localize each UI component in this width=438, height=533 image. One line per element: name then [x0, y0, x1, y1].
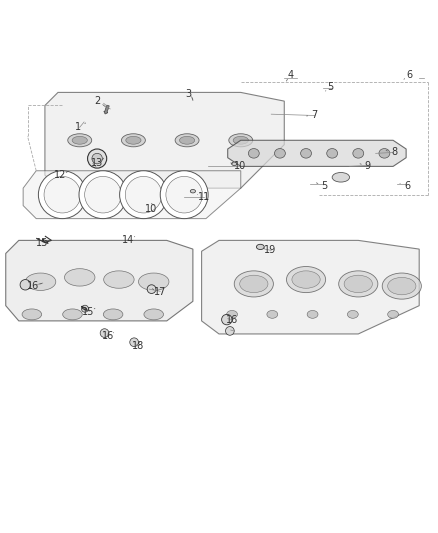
Ellipse shape [104, 271, 134, 288]
Ellipse shape [25, 273, 56, 290]
Circle shape [39, 171, 86, 219]
Ellipse shape [226, 310, 237, 318]
Ellipse shape [103, 309, 123, 320]
Ellipse shape [388, 277, 416, 295]
Ellipse shape [353, 149, 364, 158]
Text: 10: 10 [234, 161, 246, 171]
Circle shape [120, 171, 167, 219]
Text: 2: 2 [94, 96, 100, 106]
FancyArrow shape [104, 105, 109, 114]
Text: 15: 15 [82, 307, 95, 317]
Circle shape [125, 176, 162, 213]
Ellipse shape [327, 149, 338, 158]
Circle shape [85, 176, 121, 213]
Text: 6: 6 [406, 70, 413, 80]
Polygon shape [6, 240, 193, 321]
Ellipse shape [233, 136, 248, 144]
Circle shape [92, 154, 102, 164]
Text: 4: 4 [288, 70, 294, 80]
Ellipse shape [126, 136, 141, 144]
Ellipse shape [22, 309, 42, 320]
Circle shape [88, 149, 107, 168]
Text: 6: 6 [404, 181, 410, 191]
Text: 13: 13 [91, 158, 103, 168]
Circle shape [222, 314, 232, 325]
Ellipse shape [229, 134, 253, 147]
Text: 3: 3 [185, 88, 191, 99]
Polygon shape [45, 92, 284, 188]
Ellipse shape [63, 309, 82, 320]
Ellipse shape [256, 244, 264, 249]
Text: 5: 5 [321, 181, 328, 191]
Text: 15: 15 [35, 238, 48, 247]
Text: 14: 14 [121, 235, 134, 245]
Ellipse shape [347, 310, 358, 318]
Text: 10: 10 [145, 204, 158, 214]
Text: 16: 16 [27, 281, 39, 291]
Ellipse shape [175, 134, 199, 147]
Ellipse shape [332, 173, 350, 182]
Text: 12: 12 [53, 170, 66, 180]
Ellipse shape [248, 149, 259, 158]
Text: 5: 5 [327, 82, 333, 92]
Ellipse shape [286, 266, 325, 293]
Circle shape [20, 279, 31, 290]
Text: 16: 16 [226, 316, 238, 326]
Text: 19: 19 [264, 245, 276, 255]
Circle shape [147, 285, 156, 294]
Circle shape [226, 327, 234, 335]
Ellipse shape [292, 271, 320, 288]
Ellipse shape [267, 310, 278, 318]
Ellipse shape [72, 136, 87, 144]
Text: 16: 16 [102, 330, 114, 341]
Ellipse shape [121, 134, 145, 147]
Text: 11: 11 [198, 192, 210, 202]
Circle shape [79, 171, 127, 219]
Ellipse shape [382, 273, 421, 299]
Circle shape [166, 176, 202, 213]
Circle shape [81, 305, 88, 312]
Ellipse shape [68, 134, 92, 147]
Ellipse shape [388, 310, 399, 318]
Circle shape [160, 171, 208, 219]
Text: 18: 18 [132, 341, 144, 351]
Circle shape [130, 338, 138, 346]
Polygon shape [23, 171, 241, 219]
Text: 8: 8 [391, 148, 397, 157]
Ellipse shape [275, 149, 286, 158]
Polygon shape [228, 140, 406, 166]
Ellipse shape [379, 149, 390, 158]
Ellipse shape [232, 162, 237, 166]
Ellipse shape [234, 271, 273, 297]
Text: 9: 9 [365, 161, 371, 172]
Ellipse shape [190, 189, 195, 193]
Ellipse shape [64, 269, 95, 286]
Ellipse shape [138, 273, 169, 290]
Ellipse shape [180, 136, 195, 144]
Circle shape [100, 329, 109, 337]
Ellipse shape [240, 275, 268, 293]
Ellipse shape [144, 309, 163, 320]
Ellipse shape [307, 310, 318, 318]
Text: 1: 1 [74, 122, 81, 132]
Polygon shape [201, 240, 419, 334]
Circle shape [44, 176, 81, 213]
Ellipse shape [339, 271, 378, 297]
Ellipse shape [300, 149, 311, 158]
Text: 17: 17 [154, 287, 166, 297]
Text: 7: 7 [311, 110, 317, 120]
Ellipse shape [344, 275, 372, 293]
